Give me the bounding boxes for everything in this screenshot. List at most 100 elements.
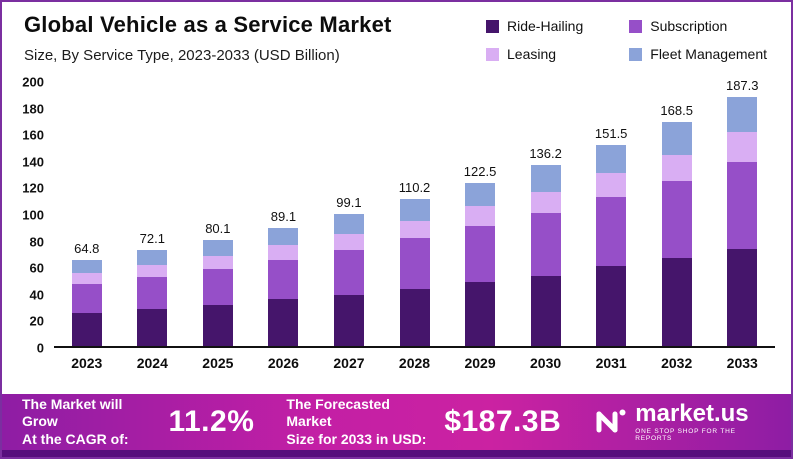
y-axis: 0 20 40 60 80 100 120 140 160 180 200 [10,75,54,356]
x-axis-label: 2031 [595,355,627,371]
bar-segment-fleet-management[interactable] [399,199,430,221]
cagr-label-line2: At the CAGR of: [22,430,129,447]
cagr-label-line1: The Market will Grow [22,395,123,430]
plot-area: 64.8 72.1 80.1 89.1 99.1 110.2 122.5 136.2 151.5… [54,78,775,348]
bar-stack[interactable] [268,227,299,346]
bar-segment-fleet-management[interactable] [596,144,627,174]
bar-segment-subscription[interactable] [399,238,430,289]
bar-segment-leasing[interactable] [333,234,364,251]
cagr-group: The Market will Grow At the CAGR of: 11.… [22,396,254,449]
bar-segment-ride-hailing[interactable] [727,248,758,346]
bar-segment-fleet-management[interactable] [202,239,233,256]
forecast-label: The Forecasted Market Size for 2033 in U… [286,396,432,449]
legend-label: Subscription [650,18,728,34]
bar-segment-subscription[interactable] [465,226,496,283]
bar-segment-subscription[interactable] [333,250,364,296]
bar-total-label: 110.2 [398,180,431,196]
y-tick-label: 40 [29,287,44,303]
brand-text: market.us ONE STOP SHOP FOR THE REPORTS [635,402,771,442]
bar-stack[interactable] [465,183,496,346]
brand-block[interactable]: market.us ONE STOP SHOP FOR THE REPORTS [593,402,771,442]
bar-segment-fleet-management[interactable] [727,96,758,132]
footer-strip [2,450,791,457]
bar-column: 122.5 [447,164,513,346]
bar-stack[interactable] [71,259,102,346]
bar-segment-leasing[interactable] [268,244,299,260]
bar-segment-fleet-management[interactable] [137,250,168,265]
bar-segment-leasing[interactable] [399,221,430,239]
legend-item[interactable]: Ride-Hailing [486,18,583,34]
bar-segment-leasing[interactable] [137,264,168,277]
bar-segment-leasing[interactable] [596,173,627,198]
bar-stack[interactable] [137,250,168,346]
bar-segment-ride-hailing[interactable] [399,288,430,346]
bar-stack[interactable] [727,96,758,346]
bar-segment-fleet-management[interactable] [465,183,496,207]
cagr-value: 11.2% [168,405,255,438]
bar-segment-leasing[interactable] [661,154,692,182]
bar-segment-ride-hailing[interactable] [530,275,561,346]
bar-segment-ride-hailing[interactable] [202,304,233,346]
bar-segment-fleet-management[interactable] [333,214,364,235]
brand-tagline: ONE STOP SHOP FOR THE REPORTS [635,428,736,442]
bar-segment-fleet-management[interactable] [661,121,692,155]
bar-total-label: 122.5 [463,164,497,180]
bar-segment-ride-hailing[interactable] [333,295,364,346]
bar-segment-subscription[interactable] [137,276,168,309]
bar-segment-subscription[interactable] [268,259,299,300]
bar-total-label: 136.2 [529,145,562,161]
bar-segment-subscription[interactable] [727,162,758,249]
marketus-logo-icon [593,405,627,440]
bar-segment-ride-hailing[interactable] [596,266,627,346]
bar-segment-ride-hailing[interactable] [137,308,168,346]
legend-item[interactable]: Fleet Management [629,46,767,62]
x-axis-label: 2032 [661,355,693,371]
bar-segment-fleet-management[interactable] [71,259,102,273]
x-axis-label: 2026 [267,355,299,371]
y-tick-label: 0 [36,340,44,356]
forecast-label-line2: Size for 2033 in USD: [286,430,427,447]
bar-segment-subscription[interactable] [530,213,561,276]
bar-segment-leasing[interactable] [530,191,561,214]
y-tick-label: 120 [22,180,44,196]
y-tick-label: 60 [29,260,44,276]
x-axis-labels: 2023 2024 2025 2026 2027 2028 2029 2030 2031 2032… [54,355,775,371]
bar-stack[interactable] [333,214,364,346]
page-subtitle: Size, By Service Type, 2023-2033 (USD Bi… [24,47,340,64]
y-tick-label: 160 [22,127,44,143]
bar-column: 187.3 [709,78,775,346]
bar-column: 168.5 [644,103,710,346]
bar-column: 136.2 [513,146,579,346]
y-tick-label: 20 [29,313,44,329]
legend-item[interactable]: Leasing [486,46,583,62]
bar-segment-subscription[interactable] [202,268,233,305]
title-block: Global Vehicle as a Service Market Size,… [24,12,392,64]
footer-banner: The Market will Grow At the CAGR of: 11.… [2,394,791,450]
bar-total-label: 80.1 [205,220,231,236]
bar-segment-subscription[interactable] [661,181,692,259]
bar-segment-ride-hailing[interactable] [268,299,299,346]
bar-segment-subscription[interactable] [71,283,102,313]
bar-segment-fleet-management[interactable] [268,227,299,245]
bar-segment-leasing[interactable] [727,131,758,163]
bar-segment-leasing[interactable] [202,255,233,269]
legend-swatch [486,19,499,33]
bar-segment-ride-hailing[interactable] [71,312,102,346]
bar-segment-leasing[interactable] [465,206,496,227]
bar-segment-ride-hailing[interactable] [661,258,692,346]
bar-segment-subscription[interactable] [596,197,627,267]
bar-stack[interactable] [661,121,692,346]
bar-segment-fleet-management[interactable] [530,164,561,192]
bar-stack[interactable] [530,164,561,346]
bar-stack[interactable] [596,144,627,346]
bar-segment-leasing[interactable] [71,272,102,284]
bar-total-label: 187.3 [725,77,759,93]
bar-stack[interactable] [202,239,233,346]
bar-stack[interactable] [399,199,430,346]
x-axis-label: 2033 [726,355,758,371]
legend-item[interactable]: Subscription [629,18,767,34]
bar-column: 72.1 [120,231,186,346]
bar-column: 151.5 [578,126,644,346]
bar-segment-ride-hailing[interactable] [465,282,496,346]
bar-total-label: 151.5 [594,125,628,141]
